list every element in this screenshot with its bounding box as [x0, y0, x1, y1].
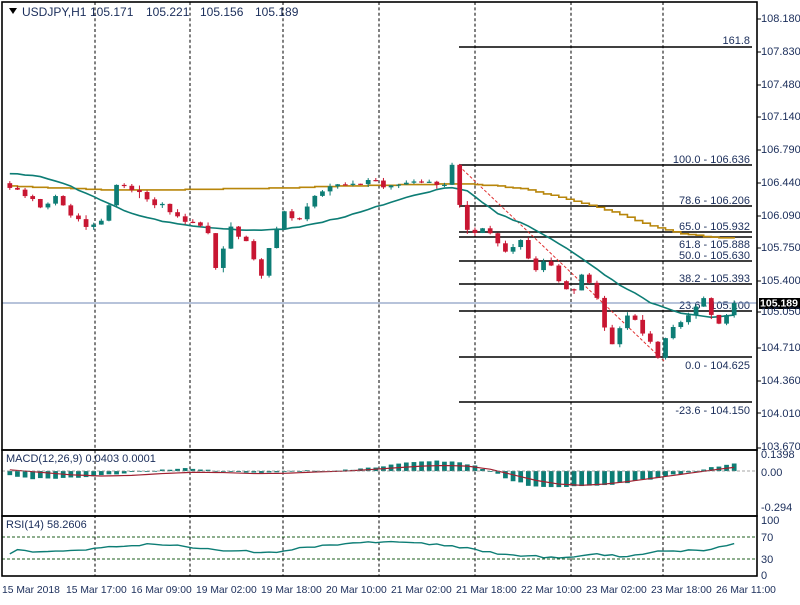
- svg-text:50.0 - 105.630: 50.0 - 105.630: [679, 250, 750, 262]
- svg-text:106.440: 106.440: [761, 177, 800, 189]
- svg-text:105.221: 105.221: [146, 5, 190, 19]
- svg-text:-0.294: -0.294: [761, 502, 792, 514]
- svg-text:107.140: 107.140: [761, 111, 800, 123]
- svg-text:104.360: 104.360: [761, 375, 800, 387]
- svg-text:15 Mar 17:00: 15 Mar 17:00: [66, 585, 127, 596]
- svg-text:21 Mar 02:00: 21 Mar 02:00: [391, 585, 452, 596]
- svg-text:26 Mar 11:00: 26 Mar 11:00: [716, 585, 776, 596]
- svg-text:70: 70: [761, 532, 773, 544]
- svg-text:30: 30: [761, 554, 773, 566]
- svg-text:105.050: 105.050: [761, 306, 800, 318]
- svg-text:16 Mar 09:00: 16 Mar 09:00: [131, 585, 192, 596]
- svg-text:65.0 - 105.932: 65.0 - 105.932: [679, 221, 750, 233]
- svg-text:19 Mar 18:00: 19 Mar 18:00: [261, 585, 322, 596]
- svg-text:78.6 - 106.206: 78.6 - 106.206: [679, 195, 750, 207]
- svg-text:105.750: 105.750: [761, 242, 800, 254]
- svg-text:20 Mar 10:00: 20 Mar 10:00: [326, 585, 387, 596]
- svg-text:-23.6 - 104.150: -23.6 - 104.150: [675, 405, 750, 417]
- svg-text:105.189: 105.189: [255, 5, 299, 19]
- svg-text:23 Mar 02:00: 23 Mar 02:00: [586, 585, 647, 596]
- svg-text:38.2 - 105.393: 38.2 - 105.393: [679, 273, 750, 285]
- svg-text:105.156: 105.156: [200, 5, 244, 19]
- svg-text:105.171: 105.171: [90, 5, 134, 19]
- svg-text:23.6 - 105.100: 23.6 - 105.100: [679, 300, 750, 312]
- svg-text:0.0 - 104.625: 0.0 - 104.625: [685, 360, 750, 372]
- svg-text:100: 100: [761, 515, 779, 527]
- svg-text:15 Mar 2018: 15 Mar 2018: [2, 585, 60, 596]
- svg-text:105.400: 105.400: [761, 275, 800, 287]
- svg-text:MACD(12,26,9) 0.0403 0.0001: MACD(12,26,9) 0.0403 0.0001: [6, 453, 156, 465]
- svg-text:104.010: 104.010: [761, 408, 800, 420]
- svg-text:106.790: 106.790: [761, 144, 800, 156]
- svg-text:23 Mar 18:00: 23 Mar 18:00: [651, 585, 712, 596]
- svg-text:19 Mar 02:00: 19 Mar 02:00: [196, 585, 257, 596]
- svg-text:100.0 - 106.636: 100.0 - 106.636: [673, 154, 750, 166]
- svg-text:107.480: 107.480: [761, 79, 800, 91]
- svg-text:108.180: 108.180: [761, 13, 800, 25]
- svg-text:0.00: 0.00: [761, 467, 782, 479]
- svg-text:21 Mar 18:00: 21 Mar 18:00: [456, 585, 517, 596]
- svg-text:0: 0: [761, 570, 767, 582]
- svg-text:104.710: 104.710: [761, 342, 800, 354]
- svg-text:107.830: 107.830: [761, 46, 800, 58]
- svg-text:22 Mar 10:00: 22 Mar 10:00: [521, 585, 582, 596]
- svg-text:0.1398: 0.1398: [761, 449, 795, 461]
- svg-text:161.8: 161.8: [722, 35, 750, 47]
- svg-text:106.090: 106.090: [761, 210, 800, 222]
- svg-text:RSI(14) 58.2606: RSI(14) 58.2606: [6, 519, 87, 531]
- svg-text:USDJPY,H1: USDJPY,H1: [22, 5, 87, 19]
